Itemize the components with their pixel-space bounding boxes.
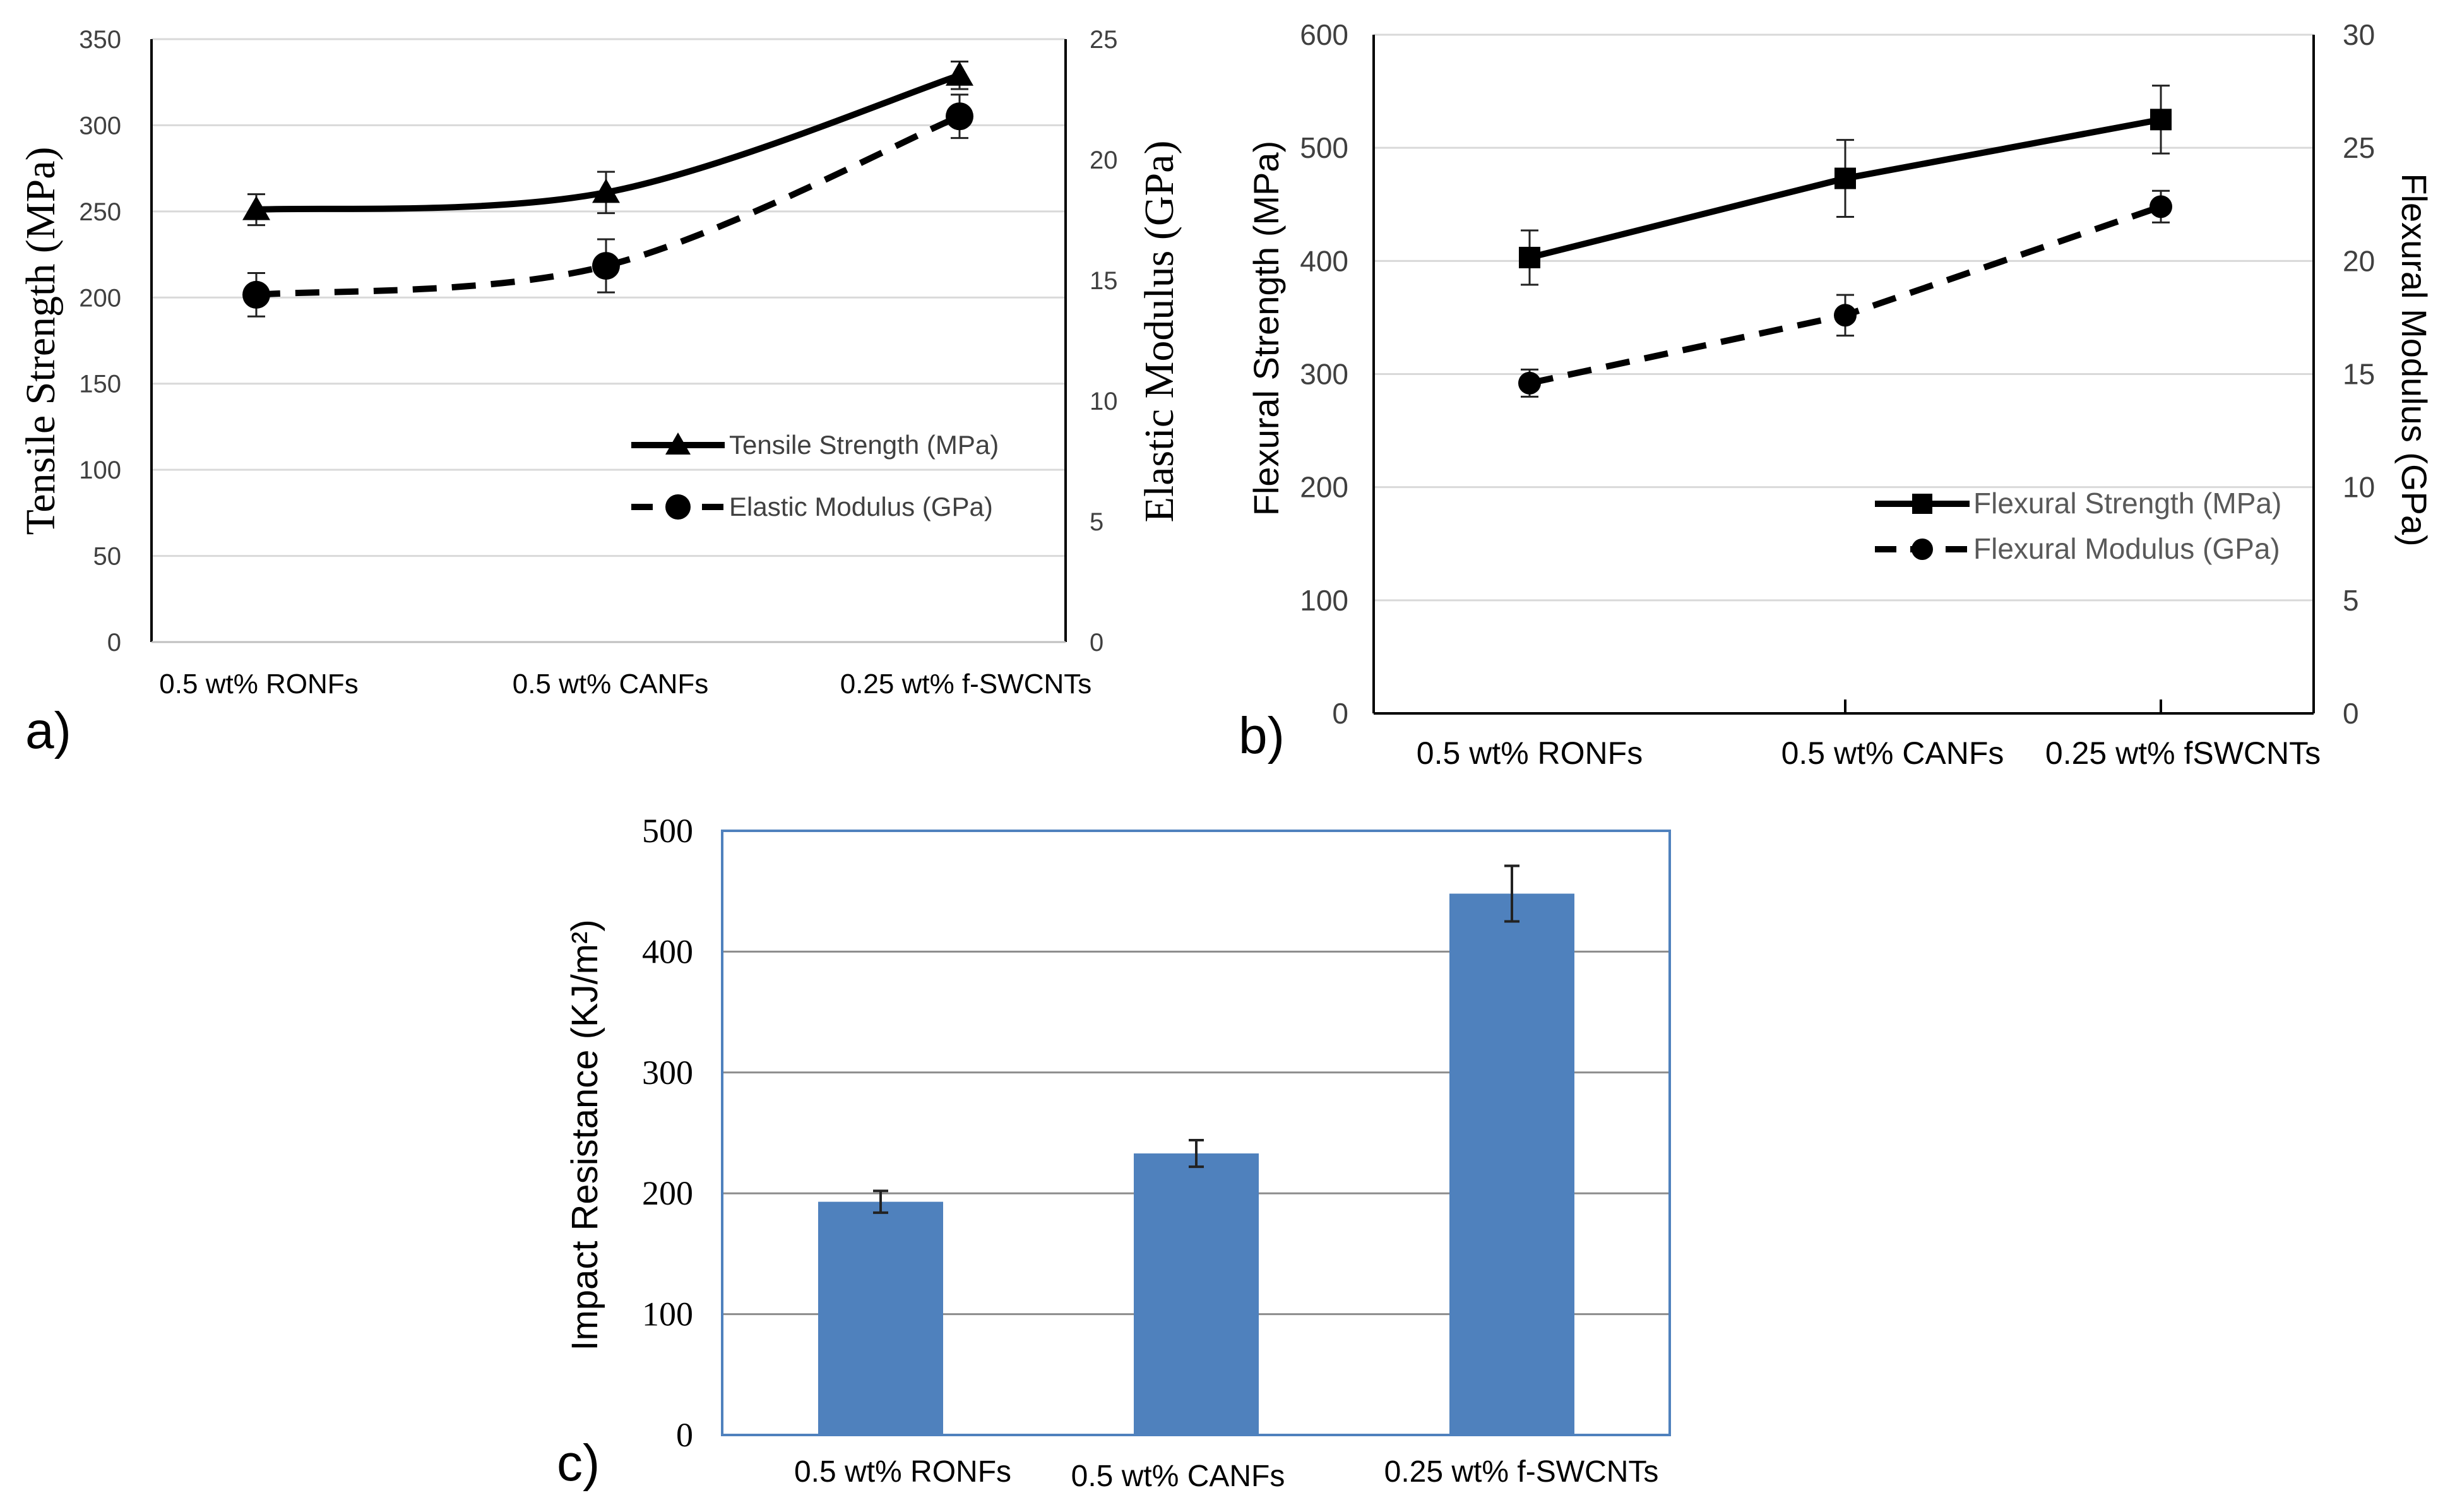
y-tick-label: 0 <box>107 629 121 657</box>
panel-label: a) <box>25 702 71 759</box>
y2-tick-label: 25 <box>2343 131 2375 164</box>
y2-tick-label: 25 <box>1090 26 1118 54</box>
y2-tick-label: 0 <box>1090 629 1103 657</box>
y2-axis-title: Elastic Modulus (GPa) <box>1136 141 1182 523</box>
series-line-elastic-modulus <box>256 113 961 298</box>
data-point-elastic-modulus <box>242 280 270 309</box>
y-tick-label: 100 <box>642 1295 693 1333</box>
data-point-tensile-strength <box>592 178 620 203</box>
legend-label: Flexural Modulus (GPa) <box>1973 532 2280 565</box>
data-point-tensile-strength <box>242 196 270 220</box>
data-point-flexural-modulus <box>1834 304 1857 327</box>
panel-label: b) <box>1239 707 1285 765</box>
y-axis-title: Impact Resistance (KJ/m²) <box>564 919 605 1350</box>
y2-tick-label: 15 <box>1090 267 1118 295</box>
y2-tick-label: 10 <box>1090 388 1118 415</box>
data-point-tensile-strength <box>946 61 973 86</box>
y-tick-label: 350 <box>79 26 121 54</box>
y2-tick-label: 20 <box>2343 244 2375 277</box>
x-tick-label: 0.5 wt% CANFs <box>1781 735 2004 771</box>
data-point-flexural-modulus <box>2150 195 2172 218</box>
x-tick-label: 0.5 wt% RONFs <box>794 1455 1011 1489</box>
chart-c: 0 100 200 300 400 500 0.5 wt% RONFs 0.5 wt% CAN… <box>557 812 1671 1493</box>
y-tick-label: 300 <box>1300 358 1348 391</box>
y-tick-label: 400 <box>1300 244 1348 277</box>
y-tick-label: 600 <box>1300 18 1348 51</box>
chart-a: 0 50 100 150 200 250 300 350 0 5 10 15 20 25 0.5 wt% R… <box>18 26 1182 759</box>
bar <box>1134 1153 1259 1435</box>
legend-label: Flexural Strength (MPa) <box>1973 487 2281 520</box>
data-point-flexural-strength <box>1519 246 1540 268</box>
legend-label: Tensile Strength (MPa) <box>729 430 999 460</box>
y2-tick-label: 10 <box>2343 471 2375 504</box>
data-point-elastic-modulus <box>946 102 973 131</box>
y2-tick-label: 15 <box>2343 358 2375 391</box>
x-tick-label: 0.5 wt% CANFs <box>513 669 709 699</box>
chart-b: 0 100 200 300 400 500 600 0 5 10 15 20 25 30 0.5 wt% R… <box>1239 18 2434 771</box>
error-bar <box>1504 864 1519 923</box>
error-bar <box>1189 1138 1204 1169</box>
y-axis-title: Tensile Strength (MPa) <box>18 147 64 535</box>
y-tick-label: 300 <box>642 1054 693 1092</box>
data-point-flexural-strength <box>1834 167 1856 189</box>
x-tick-label: 0.25 wt% fSWCNTs <box>2045 735 2321 771</box>
y-tick-label: 0 <box>1332 697 1348 730</box>
legend-swatch-marker <box>1912 494 1932 514</box>
y2-tick-label: 5 <box>1090 508 1103 536</box>
y2-axis-title: Flexural Modulus (GPa) <box>2394 173 2434 546</box>
data-point-flexural-strength <box>2150 109 2172 131</box>
y2-tick-label: 30 <box>2343 18 2375 51</box>
y-tick-label: 100 <box>1300 584 1348 617</box>
error-bar <box>873 1189 888 1214</box>
y2-tick-label: 0 <box>2343 697 2359 730</box>
y-tick-label: 400 <box>642 932 693 970</box>
x-tick-label: 0.5 wt% RONFs <box>159 669 358 699</box>
x-tick-label: 0.5 wt% RONFs <box>1417 735 1643 771</box>
y-tick-label: 100 <box>79 456 121 484</box>
y-tick-label: 50 <box>93 543 122 571</box>
y2-tick-label: 20 <box>1090 146 1118 174</box>
legend-swatch-marker <box>665 494 691 520</box>
y-tick-label: 500 <box>642 812 693 850</box>
panel-label: c) <box>557 1434 600 1492</box>
bar <box>1449 893 1574 1435</box>
y-tick-label: 500 <box>1300 131 1348 164</box>
legend-label: Elastic Modulus (GPa) <box>729 492 993 521</box>
x-tick-label: 0.5 wt% CANFs <box>1071 1460 1285 1493</box>
y-tick-label: 0 <box>676 1416 693 1454</box>
y-tick-label: 150 <box>79 371 121 398</box>
x-tick-label: 0.25 wt% f-SWCNTs <box>1384 1455 1659 1489</box>
legend-swatch-marker <box>1912 539 1933 560</box>
bar <box>818 1201 943 1435</box>
y-tick-label: 300 <box>79 112 121 140</box>
y2-tick-label: 5 <box>2343 584 2359 617</box>
y-tick-label: 200 <box>1300 471 1348 504</box>
data-point-elastic-modulus <box>592 252 620 280</box>
x-tick-label: 0.25 wt% f-SWCNTs <box>840 669 1092 699</box>
legend-swatch-marker <box>665 432 691 455</box>
y-axis-title: Flexural Strength (MPa) <box>1246 141 1286 516</box>
plot-area-border <box>721 830 1671 1436</box>
data-point-flexural-modulus <box>1518 371 1541 395</box>
y-tick-label: 200 <box>642 1174 693 1212</box>
y-tick-label: 200 <box>79 284 121 312</box>
y-tick-label: 250 <box>79 198 121 226</box>
